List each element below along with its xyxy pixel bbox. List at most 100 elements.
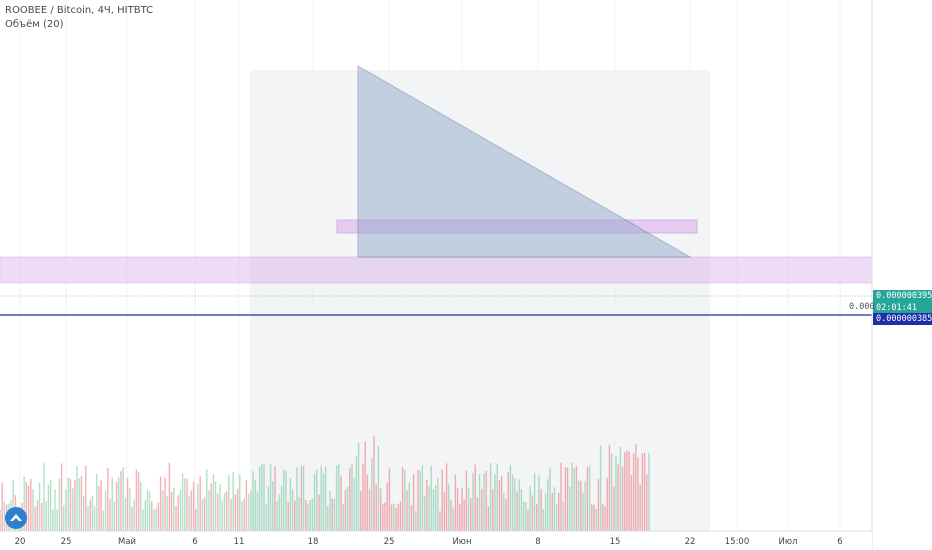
volume-bar bbox=[111, 477, 113, 531]
volume-bar bbox=[503, 493, 505, 531]
volume-bar bbox=[595, 508, 597, 531]
volume-bar bbox=[615, 456, 617, 531]
volume-bar bbox=[432, 489, 435, 531]
x-tick-label: Июн bbox=[452, 537, 471, 547]
volume-bar bbox=[175, 506, 177, 531]
volume-bar bbox=[56, 509, 58, 531]
volume-bar bbox=[558, 492, 560, 531]
volume-bar bbox=[492, 489, 494, 531]
volume-bar bbox=[89, 499, 91, 531]
volume-bar bbox=[582, 492, 584, 531]
volume-bar bbox=[287, 501, 289, 531]
fib-zone-rect bbox=[250, 70, 710, 531]
volume-bar bbox=[58, 478, 61, 531]
symbol-title[interactable]: ROOBEE / Bitcoin, 4Ч, HITBTC bbox=[5, 5, 154, 16]
volume-bar bbox=[256, 491, 259, 531]
x-tick-label: 11 bbox=[234, 537, 245, 547]
volume-bar bbox=[327, 505, 329, 531]
volume-bar bbox=[164, 477, 166, 531]
volume-bar bbox=[124, 497, 127, 531]
volume-bar bbox=[219, 484, 221, 531]
x-tick-label: 25 bbox=[61, 537, 72, 547]
volume-bar bbox=[533, 473, 536, 531]
volume-bar bbox=[520, 488, 523, 531]
volume-bar bbox=[602, 503, 604, 531]
volume-bar bbox=[461, 488, 463, 531]
volume-bar bbox=[186, 478, 188, 531]
volume-bar bbox=[386, 482, 388, 531]
volume-bar bbox=[338, 464, 340, 531]
volume-bar bbox=[516, 491, 518, 531]
volume-bar bbox=[393, 503, 395, 531]
volume-bar bbox=[509, 464, 512, 531]
volume-bar bbox=[34, 506, 36, 531]
volume-bar bbox=[426, 479, 428, 531]
volume-bar bbox=[272, 481, 274, 531]
volume-bar bbox=[591, 504, 593, 531]
volume-bar bbox=[481, 488, 483, 531]
volume-bar bbox=[267, 486, 270, 531]
volume-bar bbox=[619, 446, 622, 531]
volume-bar bbox=[269, 464, 272, 531]
volume-bar bbox=[245, 480, 248, 531]
volume-bar bbox=[263, 464, 265, 531]
y-axis[interactable]: 0.000000540000.000000530000.000000520000… bbox=[871, 0, 932, 550]
volume-bar bbox=[373, 435, 375, 531]
volume-bar bbox=[459, 504, 461, 531]
volume-bar bbox=[507, 472, 509, 531]
volume-bar bbox=[452, 507, 454, 531]
volume-bar bbox=[250, 490, 252, 531]
volume-bar bbox=[300, 466, 303, 531]
volume-bar bbox=[170, 491, 173, 531]
volume-bar bbox=[388, 468, 391, 531]
volume-bar bbox=[223, 493, 226, 531]
volume-bar bbox=[45, 501, 47, 531]
volume-bar bbox=[23, 476, 25, 531]
volume-bar bbox=[311, 498, 314, 531]
volume-bar bbox=[371, 457, 373, 531]
volume-bar bbox=[1, 482, 3, 531]
volume-bar bbox=[214, 481, 217, 531]
volume-bar bbox=[450, 500, 452, 531]
volume-bar bbox=[294, 500, 296, 531]
volume-bar bbox=[538, 475, 540, 531]
volume-bar bbox=[91, 495, 94, 531]
volume-bar bbox=[401, 467, 404, 531]
volume-bar bbox=[49, 479, 52, 531]
volume-bar bbox=[313, 473, 316, 531]
volume-legend[interactable]: Объём (20) bbox=[5, 19, 64, 30]
volume-bar bbox=[445, 463, 448, 531]
volume-bar bbox=[610, 453, 613, 531]
volume-bar bbox=[32, 488, 34, 531]
x-axis[interactable]: 20 25 Май 6 11 18 25 Июн 8 15 22 15:00 Июл 6 bbox=[0, 530, 872, 550]
volume-bar bbox=[474, 464, 476, 531]
volume-bar bbox=[206, 469, 208, 531]
volume-bar bbox=[201, 499, 204, 531]
volume-bar bbox=[87, 505, 89, 531]
volume-bar bbox=[437, 478, 439, 531]
volume-bar bbox=[217, 493, 219, 531]
volume-bar bbox=[597, 479, 600, 531]
volume-bar bbox=[333, 498, 336, 531]
volume-bar bbox=[448, 483, 450, 531]
triangle-drawing[interactable] bbox=[357, 65, 692, 258]
volume-bar bbox=[527, 509, 529, 531]
volume-bar bbox=[419, 470, 421, 531]
volume-bar bbox=[342, 504, 344, 531]
volume-bar bbox=[302, 466, 305, 531]
volume-bar bbox=[322, 472, 325, 531]
volume-bar bbox=[628, 451, 630, 531]
volume-bar bbox=[586, 467, 589, 531]
x-tick-label: 18 bbox=[308, 537, 319, 547]
volume-bar bbox=[126, 478, 129, 531]
volume-bar bbox=[241, 501, 243, 531]
volume-bar bbox=[606, 477, 608, 531]
volume-bar bbox=[210, 483, 212, 531]
volume-bar bbox=[382, 504, 384, 531]
volume-bar bbox=[43, 463, 45, 531]
tradingview-logo-icon[interactable] bbox=[5, 507, 27, 529]
volume-bar bbox=[395, 507, 397, 531]
x-tick-label: 15 bbox=[610, 537, 621, 547]
